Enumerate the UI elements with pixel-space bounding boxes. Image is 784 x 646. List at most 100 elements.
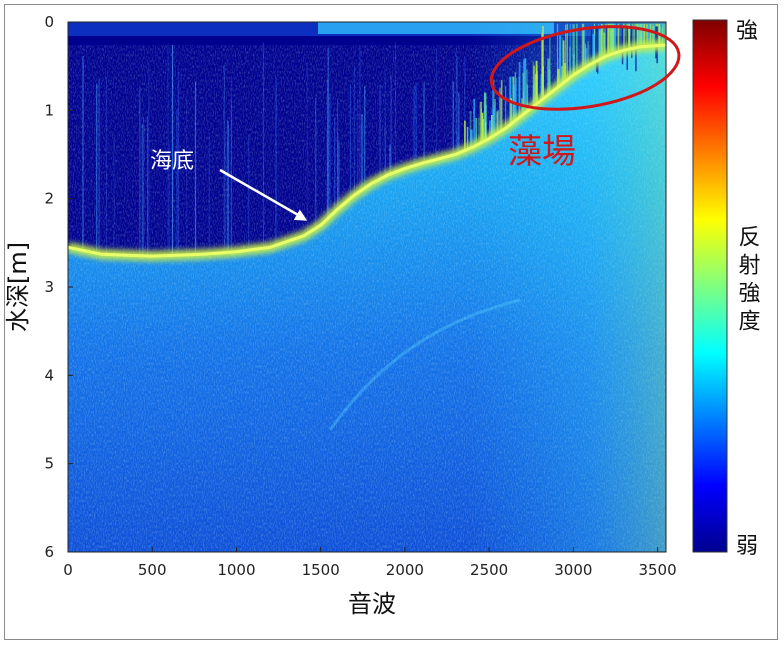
echo-streak	[177, 71, 180, 256]
seaweed-strand	[627, 23, 630, 50]
echo-streak	[262, 42, 265, 249]
x-axis-ticks: 0 500 1000 1500 2000 2500 3000 3500	[63, 547, 677, 579]
y-axis-ticks: 0 1 2 3 4 5 6	[44, 13, 73, 561]
echo-streak	[327, 79, 329, 219]
seaweed-strand	[493, 99, 496, 136]
seabed-annotation: 海底	[150, 149, 194, 174]
x-tick-label: 2000	[386, 561, 424, 579]
plot-area	[68, 22, 666, 552]
seaweed-strand	[473, 98, 476, 147]
colorbar: 強 弱 反射強度	[692, 19, 761, 559]
sub-bottom-reflector	[328, 298, 521, 431]
seaweed-strand	[638, 23, 641, 48]
seaweed-strand	[623, 23, 625, 51]
seaweed-strand	[482, 118, 484, 142]
seaweed-strand	[480, 108, 482, 143]
seaweed-strand	[526, 69, 528, 112]
seaweed-strand	[515, 78, 517, 121]
seaweed-strand	[601, 24, 604, 59]
echo-streak	[167, 43, 169, 256]
echo-streak	[458, 92, 460, 154]
y-tick-label: 4	[44, 366, 54, 384]
seaweed-strand	[535, 70, 538, 105]
seaweed-strand	[603, 32, 606, 58]
seaweed-strand	[634, 23, 636, 49]
echo-streak	[168, 144, 170, 256]
seaweed-strand	[637, 23, 640, 48]
seaweed-strand	[647, 23, 649, 47]
colorbar-top-label: 強	[736, 19, 758, 44]
echo-streak	[349, 83, 351, 199]
echo-streak	[464, 56, 466, 151]
seaweed-strand	[532, 61, 534, 107]
seaweed-strand	[581, 23, 585, 70]
seaweed-strand	[607, 23, 609, 56]
echo-streak	[225, 141, 227, 253]
seaweed-strand	[563, 63, 566, 83]
echo-streak	[96, 83, 98, 254]
y-tick-label: 3	[44, 278, 54, 296]
echo-streak	[390, 74, 392, 174]
seaweed-strand	[547, 58, 550, 96]
seaweed-strand	[534, 80, 537, 106]
seaweed-strand	[542, 66, 544, 100]
seaweed-strand	[541, 26, 544, 100]
seaweed-strand	[518, 62, 521, 118]
seaweed-strand	[485, 122, 487, 141]
seaweed-strand	[572, 24, 575, 76]
echo-streak	[329, 93, 331, 217]
seaweed-gap	[605, 26, 607, 55]
seaweed-strand	[510, 97, 512, 125]
seaweed-strand	[650, 23, 652, 47]
echo-streak	[186, 95, 188, 255]
seaweed-gap	[595, 26, 598, 72]
seaweed-strand	[492, 108, 495, 137]
seaweed-strand	[470, 129, 473, 149]
seaweed-strand	[641, 23, 643, 47]
echo-streak	[456, 56, 458, 155]
echo-streak	[306, 63, 308, 234]
seaweed-strand	[664, 23, 666, 46]
colorbar-bottom-label: 弱	[736, 534, 758, 559]
echo-streak	[143, 116, 145, 256]
seaweed-strand	[584, 43, 586, 68]
seaweed-strand	[561, 66, 563, 85]
seaweed-strand	[557, 68, 560, 88]
seaweed-strand	[500, 80, 503, 132]
seaweed-strand	[481, 112, 484, 143]
echo-streak	[176, 109, 178, 256]
echo-streak	[337, 132, 339, 210]
echo-streak	[384, 127, 386, 177]
echo-streak	[141, 123, 143, 256]
seaweed-gap	[597, 26, 599, 74]
colorbar-label: 反射強度	[735, 225, 761, 337]
seaweed-strand	[611, 29, 614, 55]
seaweed-strand	[647, 23, 650, 47]
echo-streak	[384, 69, 386, 177]
seaweed-strand	[598, 23, 600, 61]
echo-streak	[227, 120, 229, 253]
seaweed-gap	[621, 26, 624, 65]
echo-streak	[423, 82, 425, 163]
seaweed-strand	[654, 23, 656, 46]
echo-streak	[353, 66, 355, 196]
echo-streak	[147, 116, 149, 256]
seaweed-strand	[479, 101, 482, 144]
seaweed-gap	[631, 26, 633, 58]
seaweed-strand	[522, 72, 525, 116]
echo-streak	[98, 78, 100, 254]
y-tick-label: 6	[44, 543, 54, 561]
echo-streak	[337, 98, 339, 210]
seaweed-strand	[566, 23, 568, 81]
echo-streak	[275, 76, 277, 246]
echo-streak	[413, 86, 415, 166]
seaweed-strand	[496, 111, 499, 135]
seaweed-strand	[565, 24, 567, 82]
x-tick-label: 2500	[470, 561, 508, 579]
x-tick-label: 3000	[554, 561, 592, 579]
seaweed-strand	[541, 33, 543, 101]
echo-streak	[394, 42, 397, 173]
echo-streak	[359, 45, 361, 192]
x-tick-label: 500	[138, 561, 167, 579]
